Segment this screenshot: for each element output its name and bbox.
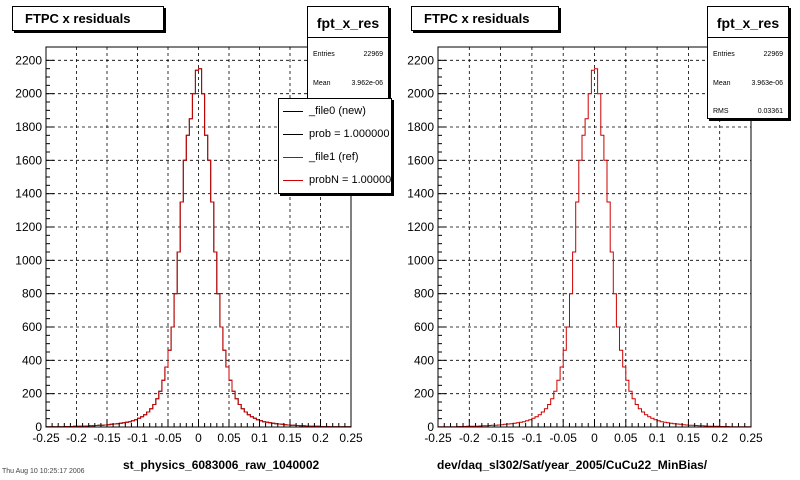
y-tick-label: 2200 xyxy=(15,53,42,67)
x-axis-title: st_physics_6083006_raw_1040002 xyxy=(123,458,320,472)
x-tick-label: 0 xyxy=(195,431,202,445)
stats-entries-value: 22969 xyxy=(363,51,383,58)
x-tick-label: 0.15 xyxy=(278,431,302,445)
y-tick-label: 0 xyxy=(35,420,42,434)
legend-label: _file0 (new) xyxy=(309,105,366,117)
legend-label: probN = 1.000000 xyxy=(309,174,392,186)
stats-title: fpt_x_res xyxy=(708,7,788,38)
stats-mean-row: Mean 3.963e-06 xyxy=(708,80,788,87)
legend-line-swatch xyxy=(283,133,303,135)
stats-rms-label: RMS xyxy=(713,108,729,115)
x-tick-label: -0.05 xyxy=(154,431,182,445)
stats-box: fpt_x_res Entries 22969 Mean 3.962e-06 xyxy=(307,6,389,99)
footer-timestamp: Thu Aug 10 10:25:17 2006 xyxy=(2,468,85,475)
left-histogram-pad: -0.25 -0.2 -0.15 -0.1 -0.05 0 0.05 0.1 0.15 0.2 0.… xyxy=(12,6,392,472)
stats-mean-value: 3.962e-06 xyxy=(351,80,383,87)
stats-mean-label: Mean xyxy=(313,80,331,87)
legend-line-swatch xyxy=(283,179,303,181)
x-tick-label: -0.05 xyxy=(550,431,578,445)
y-tick-label: 1200 xyxy=(15,220,42,234)
y-tick-label: 2200 xyxy=(407,53,434,67)
x-tick-label: 0.25 xyxy=(739,431,763,445)
stats-entries-label: Entries xyxy=(313,51,335,58)
x-tick-label: 0.05 xyxy=(614,431,638,445)
y-tick-label: 1600 xyxy=(407,153,434,167)
y-tick-label: 1200 xyxy=(407,220,434,234)
y-tick-label: 200 xyxy=(22,387,42,401)
x-tick-label: 0.15 xyxy=(677,431,701,445)
y-tick-label: 800 xyxy=(414,287,434,301)
x-tick-label: -0.25 xyxy=(424,431,452,445)
y-tick-label: 400 xyxy=(22,353,42,367)
x-tick-label: 0.25 xyxy=(339,431,363,445)
legend-box: _file0 (new) prob = 1.000000 _file1 (ref… xyxy=(278,98,392,194)
x-tick-label: -0.25 xyxy=(32,431,60,445)
legend-label: _file1 (ref) xyxy=(309,151,359,163)
legend-item: prob = 1.000000 xyxy=(279,124,389,144)
stats-entries-label: Entries xyxy=(713,51,735,58)
plot-area xyxy=(438,47,751,427)
x-tick-label: 0.05 xyxy=(217,431,241,445)
y-tick-label: 2000 xyxy=(407,87,434,101)
y-tick-label: 0 xyxy=(427,420,434,434)
y-tick-label: 1600 xyxy=(15,153,42,167)
x-tick-label: -0.1 xyxy=(522,431,543,445)
stats-title: fpt_x_res xyxy=(308,7,388,38)
y-tick-label: 600 xyxy=(414,320,434,334)
histogram-series-0 xyxy=(437,68,752,428)
y-tick-label: 1400 xyxy=(15,187,42,201)
x-tick-label: -0.15 xyxy=(487,431,515,445)
y-tick-label: 400 xyxy=(414,353,434,367)
y-tick-label: 600 xyxy=(22,320,42,334)
x-tick-label: -0.1 xyxy=(127,431,148,445)
stats-box: fpt_x_res Entries 22969 Mean 3.963e-06 R… xyxy=(707,6,789,119)
legend-item: _file0 (new) xyxy=(279,101,366,121)
stats-rms-value: 0.03361 xyxy=(757,108,783,115)
stats-rms-row: RMS 0.03361 xyxy=(708,108,788,115)
stats-entries-value: 22969 xyxy=(763,51,783,58)
x-tick-label: 0.2 xyxy=(312,431,329,445)
legend-item: probN = 1.000000 xyxy=(279,170,392,190)
stats-mean-value: 3.963e-06 xyxy=(751,80,783,87)
x-axis-title: dev/daq_sl302/Sat/year_2005/CuCu22_MinBi… xyxy=(437,458,708,472)
right-histogram-plot: -0.25 -0.2 -0.15 -0.1 -0.05 0 0.05 0.1 0.15 0.2 0.… xyxy=(407,46,763,445)
x-tick-label: 0.1 xyxy=(251,431,268,445)
chart-title: FTPC x residuals xyxy=(12,6,164,31)
chart-title-text: FTPC x residuals xyxy=(424,11,530,26)
stats-mean-row: Mean 3.962e-06 xyxy=(308,80,388,87)
stats-entries-row: Entries 22969 xyxy=(708,51,788,58)
stats-mean-label: Mean xyxy=(713,80,731,87)
legend-label: prob = 1.000000 xyxy=(309,128,390,140)
y-tick-label: 200 xyxy=(414,387,434,401)
right-histogram-pad: -0.25 -0.2 -0.15 -0.1 -0.05 0 0.05 0.1 0.15 0.2 0.… xyxy=(393,0,800,480)
histogram-series-1 xyxy=(45,68,352,428)
legend-line-swatch xyxy=(283,156,303,158)
y-tick-label: 800 xyxy=(22,287,42,301)
y-tick-label: 1800 xyxy=(15,120,42,134)
legend-line-swatch xyxy=(283,110,303,112)
stats-entries-row: Entries 22969 xyxy=(308,51,388,58)
chart-title: FTPC x residuals xyxy=(411,6,559,31)
y-tick-label: 2000 xyxy=(15,87,42,101)
x-tick-label: -0.2 xyxy=(66,431,87,445)
x-tick-label: 0 xyxy=(591,431,598,445)
y-tick-label: 1000 xyxy=(15,253,42,267)
chart-title-text: FTPC x residuals xyxy=(25,11,131,26)
y-tick-label: 1400 xyxy=(407,187,434,201)
y-tick-label: 1000 xyxy=(407,253,434,267)
y-tick-label: 1800 xyxy=(407,120,434,134)
x-tick-label: 0.1 xyxy=(649,431,666,445)
legend-item: _file1 (ref) xyxy=(279,147,359,167)
x-tick-label: 0.2 xyxy=(711,431,728,445)
x-tick-label: -0.2 xyxy=(459,431,480,445)
x-tick-label: -0.15 xyxy=(93,431,121,445)
